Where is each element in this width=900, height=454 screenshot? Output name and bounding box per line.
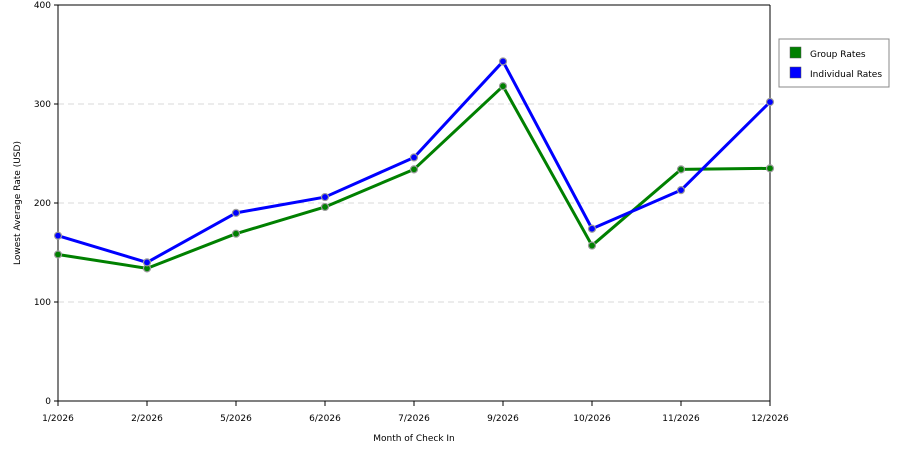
data-point [765,164,775,173]
data-point [587,224,597,233]
series-line-individual-rates [57,59,772,264]
x-tick-label: 10/2026 [573,414,611,424]
legend: Group Rates Individual Rates [778,38,890,88]
y-axis-title: Lowest Average Rate (USD) [13,141,23,265]
data-point [231,208,241,217]
legend-swatch [789,46,802,59]
x-tick-label: 5/2026 [220,414,252,424]
series [53,57,775,273]
data-point [53,250,63,259]
data-point [587,241,597,250]
data-point [676,165,686,174]
x-tick-label: 1/2026 [42,414,74,424]
x-axis-title: Month of Check In [373,434,455,444]
x-tick-label: 6/2026 [309,414,341,424]
y-tick-label: 300 [34,100,51,110]
data-point [53,231,63,240]
data-point [409,165,419,174]
x-tick-label: 11/2026 [662,414,700,424]
data-point [498,57,508,66]
legend-label: Individual Rates [810,70,882,80]
y-tick-label: 400 [34,1,51,11]
data-point [320,202,330,212]
y-tick-label: 200 [34,199,51,209]
legend-swatch [789,66,802,79]
x-tick-label: 2/2026 [131,414,163,424]
y-tick-label: 100 [34,298,51,308]
data-point [765,97,775,107]
data-point [409,153,419,162]
axes: 0 100 200 300 400 1/2026 2/2026 5/2026 6/2026 7/2… [34,1,789,424]
y-tick-label: 0 [45,397,51,407]
data-point [320,192,330,202]
data-point [498,82,508,91]
x-tick-label: 9/2026 [487,414,519,424]
series-line-group-rates [57,84,771,270]
data-point [142,258,152,267]
x-tick-label: 12/2026 [751,414,789,424]
legend-label: Group Rates [810,50,866,60]
x-tick-label: 7/2026 [398,414,430,424]
grid [58,103,770,303]
data-point [676,186,686,195]
data-point [231,229,241,238]
